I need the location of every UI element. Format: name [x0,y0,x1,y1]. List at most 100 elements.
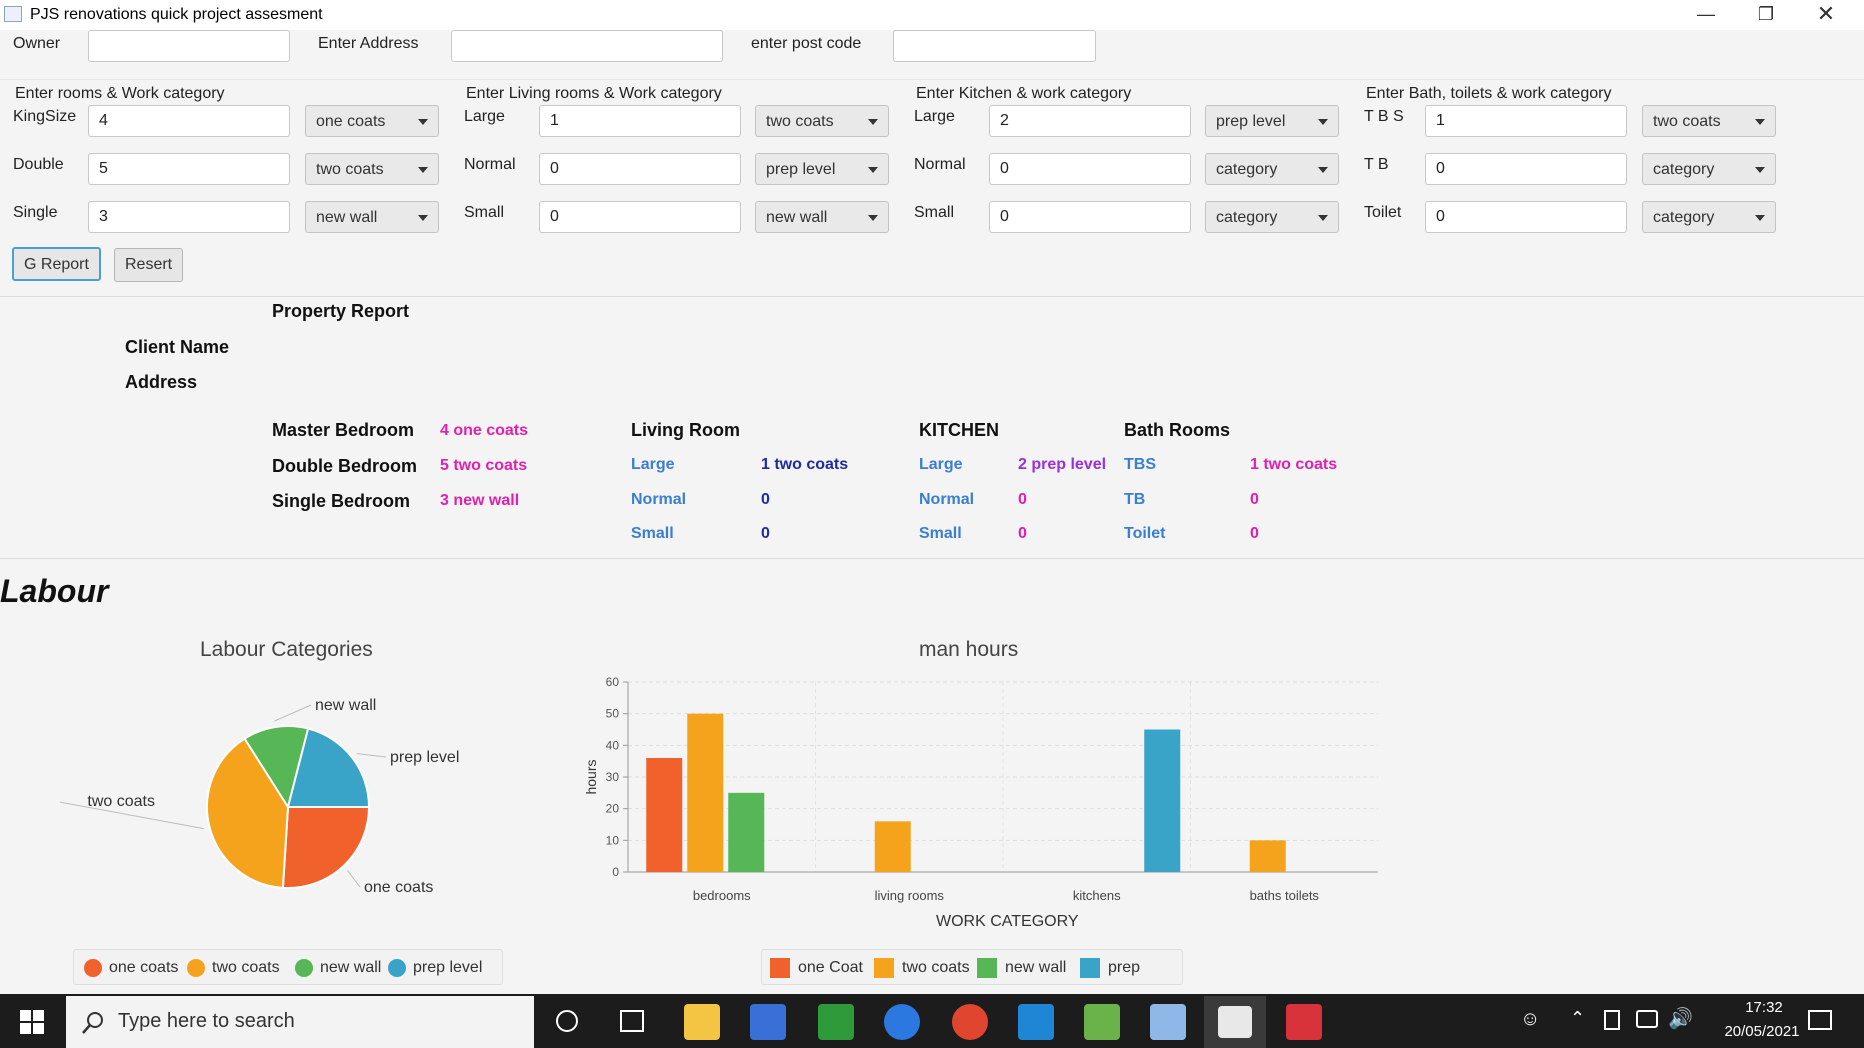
bedrooms-category-select[interactable]: new wall [305,201,439,233]
volume-icon[interactable]: 🔊 [1668,1008,1693,1030]
bath-quantity-input[interactable] [1425,105,1627,137]
java-app-active[interactable] [1204,996,1266,1048]
close-icon[interactable]: ✕ [1816,1,1836,26]
chevron-up-icon[interactable]: ⌃ [1570,1008,1586,1028]
bath-quantity-input[interactable] [1425,153,1627,185]
task-view-icon[interactable] [620,1010,644,1032]
x-category-label: bedrooms [693,888,751,903]
taskbar-search-input[interactable]: Type here to search [66,996,534,1048]
kitchen-category-select[interactable]: category [1205,153,1339,185]
search-icon [82,1012,103,1034]
app-icon-red[interactable] [1286,1004,1322,1040]
clock-date[interactable]: 20/05/2021 [1724,1023,1800,1040]
clock-time[interactable]: 17:32 [1745,999,1783,1016]
chevron-down-icon [418,167,428,173]
report-kitchen-label: Small [919,525,962,542]
living-category-select[interactable]: new wall [755,201,889,233]
x-axis-label: WORK CATEGORY [936,913,1079,930]
living-quantity-input[interactable] [539,105,741,137]
kitchen-row-label: Normal [914,156,966,173]
bedrooms-quantity-input[interactable] [88,105,290,137]
pie-legend-label: prep level [413,959,483,976]
y-tick-label: 30 [606,770,620,784]
living-category-select[interactable]: prep level [755,153,889,185]
report-address-label: Address [125,372,198,392]
bedrooms-category-select[interactable]: one coats [305,105,439,137]
kitchen-quantity-input[interactable] [989,201,1191,233]
report-bath-value: 0 [1250,491,1259,508]
bath-group-header: Enter Bath, toilets & work category [1366,85,1612,102]
bath-category-select[interactable]: category [1642,201,1776,233]
chevron-down-icon [1318,119,1328,125]
kitchen-row-label: Large [914,108,955,125]
report-kitchen-label: Large [919,456,963,473]
y-tick-label: 10 [606,833,620,847]
pie-chart-title: Labour Categories [200,638,373,661]
bath-category-select[interactable]: two coats [1642,105,1776,137]
cortana-icon[interactable] [556,1010,578,1032]
store-icon[interactable] [750,1004,786,1040]
battery-icon[interactable] [1604,1010,1620,1030]
report-kitchen-value: 2 prep level [1018,456,1107,473]
pie-legend-label: new wall [320,959,382,976]
file-explorer-icon[interactable] [684,1004,720,1040]
postcode-label: enter post code [751,35,862,52]
labour-heading: Labour [0,573,109,609]
report-living-label: Large [631,456,675,473]
pie-slice-prep-level [286,727,371,808]
app-icon-green[interactable] [818,1004,854,1040]
restore-icon[interactable]: ❐ [1757,4,1775,24]
chrome-icon[interactable] [952,1004,988,1040]
bedrooms-category-select[interactable]: two coats [305,153,439,185]
kitchen-category-select[interactable]: prep level [1205,105,1339,137]
java-icon [1218,1006,1252,1038]
bar-bedrooms-new-wall [728,792,765,872]
x-category-label: baths toilets [1250,888,1320,903]
owner-input[interactable] [88,30,290,62]
living-quantity-input[interactable] [539,201,741,233]
chevron-down-icon [1318,215,1328,221]
living-category-select[interactable]: two coats [755,105,889,137]
pie-legend-swatch [388,959,406,977]
pie-label-line [274,704,312,722]
report-bed-label: Master Bedroom [272,420,415,440]
client-name-label: Client Name [125,337,230,357]
kitchen-row-label: Small [914,204,955,221]
living-quantity-input[interactable] [539,153,741,185]
vscode-icon[interactable] [1018,1004,1054,1040]
kitchen-category-select[interactable]: category [1205,201,1339,233]
bar-legend-swatch [874,958,894,978]
select-value: prep level [766,161,836,178]
people-icon[interactable]: ☺ [1520,1008,1541,1030]
bath-quantity-input[interactable] [1425,201,1627,233]
report-bath-title: Bath Rooms [1124,420,1231,440]
cube-icon[interactable] [1150,1004,1186,1040]
bar-chart: 0 10 20 30 40 50 60 bedrooms living rooms kitchen… [583,675,1378,903]
bath-row-label: Toilet [1364,204,1402,221]
address-input[interactable] [451,30,723,62]
living-group-header: Enter Living rooms & Work category [466,85,722,102]
windows-start-icon[interactable] [20,1010,44,1034]
report-kitchen-label: Normal [919,491,975,508]
bedrooms-quantity-input[interactable] [88,201,290,233]
notepad-icon[interactable] [1084,1004,1120,1040]
chevron-down-icon [868,119,878,125]
network-icon[interactable] [1636,1010,1658,1028]
app-icon [4,6,22,22]
pie-slice-label: two coats [87,793,155,810]
pie-label-line [347,870,361,888]
generate-report-button[interactable]: G Report [12,247,101,281]
report-living-value: 1 two coats [761,456,849,473]
kitchen-quantity-input[interactable] [989,105,1191,137]
pie-legend-label: one coats [109,959,179,976]
report-living-label: Normal [631,491,687,508]
cloud-icon[interactable] [884,1004,920,1040]
postcode-input[interactable] [893,30,1096,62]
notifications-icon[interactable] [1808,1010,1832,1030]
bath-category-select[interactable]: category [1642,153,1776,185]
kitchen-quantity-input[interactable] [989,153,1191,185]
reset-button[interactable]: Resert [114,248,184,282]
bedrooms-quantity-input[interactable] [88,153,290,185]
minimize-icon[interactable]: — [1697,4,1715,24]
chevron-down-icon [868,167,878,173]
